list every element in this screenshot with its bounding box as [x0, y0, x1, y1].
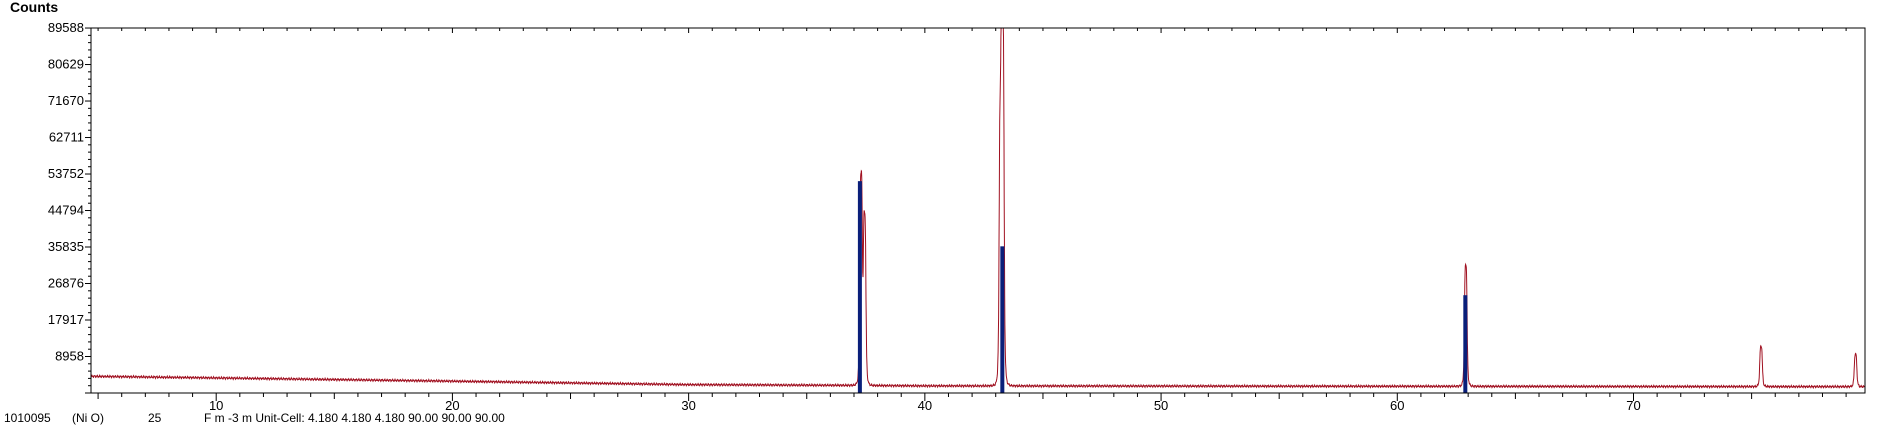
y-tick-label: 26876: [48, 276, 84, 291]
x-tick-label: 50: [1154, 398, 1168, 413]
y-tick-label: 71670: [48, 93, 84, 108]
measured-pattern-line: [90, 27, 1866, 390]
y-tick-label: 35835: [48, 239, 84, 254]
y-tick-label: 17917: [48, 312, 84, 327]
x-tick-label: 70: [1626, 398, 1640, 413]
plot-frame: [90, 27, 1866, 394]
y-tick-label: 53752: [48, 166, 84, 181]
y-tick-label: 8958: [55, 349, 84, 364]
reference-compound: (Ni O): [72, 411, 104, 425]
reference-stick: [1000, 246, 1005, 393]
y-tick-label: 44794: [48, 203, 84, 218]
x-tick-label: 30: [681, 398, 695, 413]
x-tick-label: 60: [1390, 398, 1404, 413]
reference-description: F m -3 m Unit-Cell: 4.180 4.180 4.180 90…: [204, 411, 505, 425]
reference-stick: [857, 181, 862, 393]
reference-code: 1010095: [4, 411, 51, 425]
x-tick-label: 10: [209, 398, 223, 413]
y-tick-label: 89588: [48, 20, 84, 35]
x-tick-label: 20: [445, 398, 459, 413]
y-axis-ticks: 8958 17917 26876 35835 44794 53752 62711 71670 8…: [48, 20, 91, 394]
plot-area: [90, 27, 1866, 393]
reference-score: 25: [148, 411, 162, 425]
x-tick-label: 40: [918, 398, 932, 413]
x-axis-ticks: 10 20 30 40 50 60 70: [97, 28, 1847, 413]
y-tick-label: 80629: [48, 57, 84, 72]
y-tick-label: 62711: [49, 130, 84, 145]
reference-stick: [1463, 295, 1468, 393]
y-axis-title: Counts: [10, 0, 58, 15]
